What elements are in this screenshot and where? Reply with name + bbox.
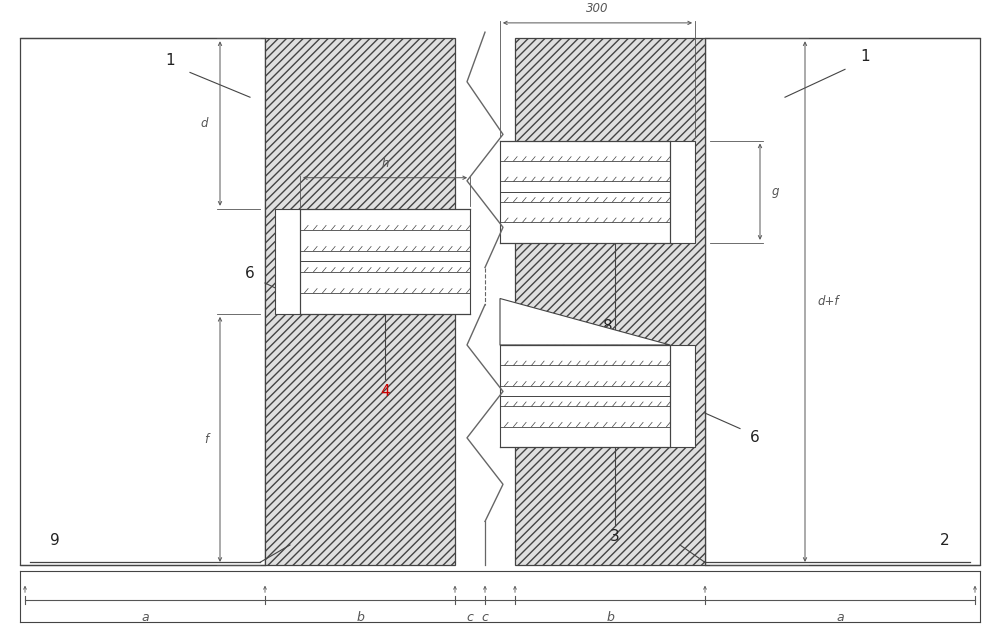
Bar — [265, 38, 455, 565]
Text: 1: 1 — [165, 53, 175, 68]
Text: a: a — [141, 611, 149, 624]
Bar — [275, 209, 470, 314]
Text: g: g — [772, 185, 780, 198]
Text: 8: 8 — [603, 319, 613, 334]
Text: a: a — [836, 611, 844, 624]
Bar — [670, 140, 695, 243]
Bar — [500, 140, 695, 243]
Text: 9: 9 — [50, 532, 60, 547]
Text: 2: 2 — [940, 532, 950, 547]
Text: 6: 6 — [245, 266, 255, 282]
Text: 6: 6 — [750, 430, 760, 445]
Text: c: c — [467, 611, 473, 624]
Polygon shape — [500, 298, 670, 345]
Bar — [275, 209, 300, 314]
Bar — [500, 345, 695, 447]
Text: 4: 4 — [380, 384, 390, 399]
Text: 300: 300 — [586, 3, 609, 16]
Bar — [705, 38, 980, 565]
Bar — [670, 345, 695, 447]
Text: f: f — [204, 433, 208, 446]
Text: d+f: d+f — [817, 295, 838, 308]
Text: 1: 1 — [860, 50, 870, 65]
Text: 3: 3 — [610, 334, 620, 349]
Text: d: d — [201, 117, 208, 130]
Text: b: b — [606, 611, 614, 624]
Text: b: b — [356, 611, 364, 624]
Bar — [20, 38, 265, 565]
Bar — [515, 38, 705, 565]
Text: 3: 3 — [610, 529, 620, 544]
Text: h: h — [381, 157, 389, 171]
Text: c: c — [482, 611, 488, 624]
